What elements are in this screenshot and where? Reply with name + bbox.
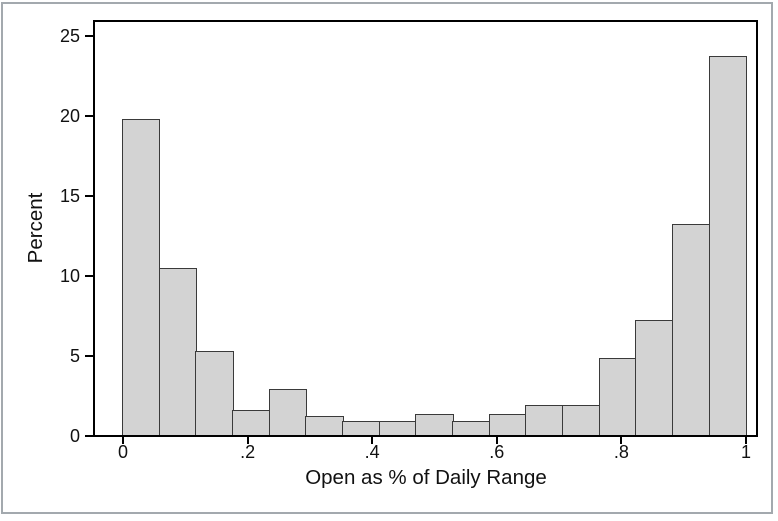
y-axis-tick-label: 10 (59, 266, 80, 286)
x-axis-tick (495, 437, 498, 444)
histogram-bar (122, 119, 161, 436)
x-axis-tick-label: .8 (613, 442, 629, 462)
histogram-bar (195, 351, 234, 436)
y-axis-tick (85, 35, 93, 37)
histogram-bar (598, 358, 637, 436)
histogram-bar (708, 56, 747, 436)
x-axis-tick (122, 437, 124, 444)
x-axis-tick-label: .6 (489, 442, 505, 462)
y-axis-tick (85, 195, 93, 197)
histogram-bar (342, 420, 381, 436)
x-axis-tick-label: 0 (117, 442, 128, 462)
y-axis-title: Percent (24, 192, 47, 264)
y-axis-tick-label: 15 (59, 186, 80, 206)
histogram-bar (635, 320, 674, 436)
y-axis-tick (85, 275, 93, 277)
histogram-bar (525, 404, 564, 436)
y-axis-tick (85, 355, 93, 357)
histogram-bar (671, 224, 711, 436)
y-axis-tick-label: 5 (69, 346, 80, 366)
histogram-bar (268, 388, 308, 436)
plot-area: 0.2.4.6.8 1 0 5 10 15 20 25 (60, 20, 758, 462)
histogram-bar (232, 410, 271, 436)
x-axis-tick-label: .2 (240, 442, 256, 462)
x-axis-tick-label: 1 (740, 442, 751, 462)
y-axis-tick-label: 25 (59, 26, 80, 46)
histogram-bar (451, 420, 491, 436)
x-axis-tick (745, 437, 747, 444)
histogram-bar (158, 268, 198, 436)
y-axis-tick-label: 20 (59, 106, 80, 126)
y-axis-tick (85, 115, 93, 117)
histogram-bar (415, 413, 454, 436)
y-axis-tick (85, 435, 93, 437)
y-axis-tick-label: 0 (69, 426, 80, 446)
x-axis-tick-label: .4 (364, 442, 380, 462)
x-axis-tick (371, 437, 374, 444)
histogram-bar (488, 413, 527, 436)
histogram-bar (305, 416, 344, 436)
x-axis-tick (246, 437, 249, 444)
histogram-bar (561, 404, 601, 436)
x-axis-title: Open as % of Daily Range (305, 466, 547, 489)
x-axis-tick (620, 437, 623, 444)
histogram-bar (378, 420, 418, 436)
